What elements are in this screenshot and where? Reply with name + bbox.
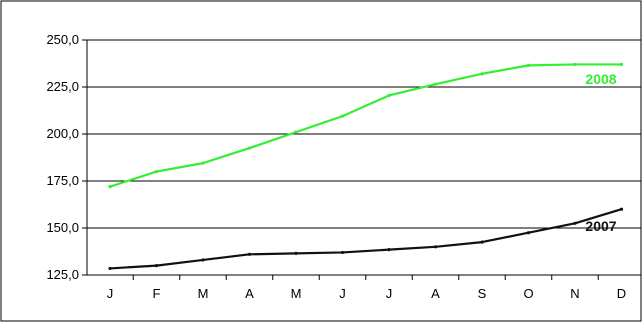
- data-point-2007: [480, 240, 484, 244]
- series-labels: 2007 2008: [585, 71, 616, 234]
- data-point-2008: [201, 161, 205, 165]
- data-point-2008: [573, 62, 577, 67]
- data-point-2008: [619, 62, 624, 67]
- x-tick-label: M: [291, 286, 302, 301]
- x-tick-label: N: [570, 286, 579, 301]
- data-point-2008: [387, 93, 391, 98]
- y-tick-label: 150,0: [46, 220, 79, 235]
- axes: [82, 39, 641, 280]
- data-point-2008: [247, 146, 252, 150]
- y-tick-label: 125,0: [46, 267, 79, 282]
- data-point-2007: [573, 221, 577, 225]
- data-point-2007: [340, 250, 345, 255]
- x-tick-label: D: [617, 286, 626, 301]
- x-tick-label: J: [339, 286, 346, 301]
- series-label-2008: 2008: [585, 71, 616, 87]
- series-lines: [108, 62, 624, 271]
- y-tick-label: 175,0: [46, 173, 79, 188]
- y-axis-tick-labels: 125,0 150,0 175,0 200,0 225,0 250,0: [46, 32, 79, 282]
- data-point-2007: [154, 264, 159, 268]
- data-point-2007: [619, 207, 624, 211]
- series-line-2008: [109, 63, 622, 188]
- x-tick-label: S: [478, 286, 487, 301]
- data-point-2007: [108, 266, 112, 271]
- data-point-2008: [526, 63, 531, 67]
- y-tick-label: 250,0: [46, 32, 79, 47]
- x-tick-label: A: [431, 286, 440, 301]
- x-tick-label: A: [245, 286, 254, 301]
- data-point-2008: [480, 72, 484, 76]
- data-point-2007: [433, 245, 438, 249]
- data-point-2007: [387, 248, 391, 252]
- x-tick-label: O: [523, 286, 533, 301]
- data-point-2008: [294, 130, 298, 134]
- x-tick-label: F: [153, 286, 161, 301]
- data-point-2008: [433, 82, 438, 86]
- data-point-2007: [247, 252, 252, 256]
- y-tick-label: 200,0: [46, 126, 79, 141]
- series-line-2007: [109, 208, 622, 270]
- x-tick-label: M: [198, 286, 209, 301]
- data-point-2007: [294, 251, 298, 255]
- data-point-2008: [154, 170, 159, 174]
- data-point-2007: [201, 258, 205, 262]
- x-tick-label: J: [386, 286, 393, 301]
- y-tick-label: 225,0: [46, 79, 79, 94]
- x-tick-label: J: [107, 286, 114, 301]
- data-point-2007: [526, 231, 531, 235]
- data-point-2008: [108, 185, 112, 189]
- series-label-2007: 2007: [585, 218, 616, 234]
- data-point-2008: [340, 114, 345, 118]
